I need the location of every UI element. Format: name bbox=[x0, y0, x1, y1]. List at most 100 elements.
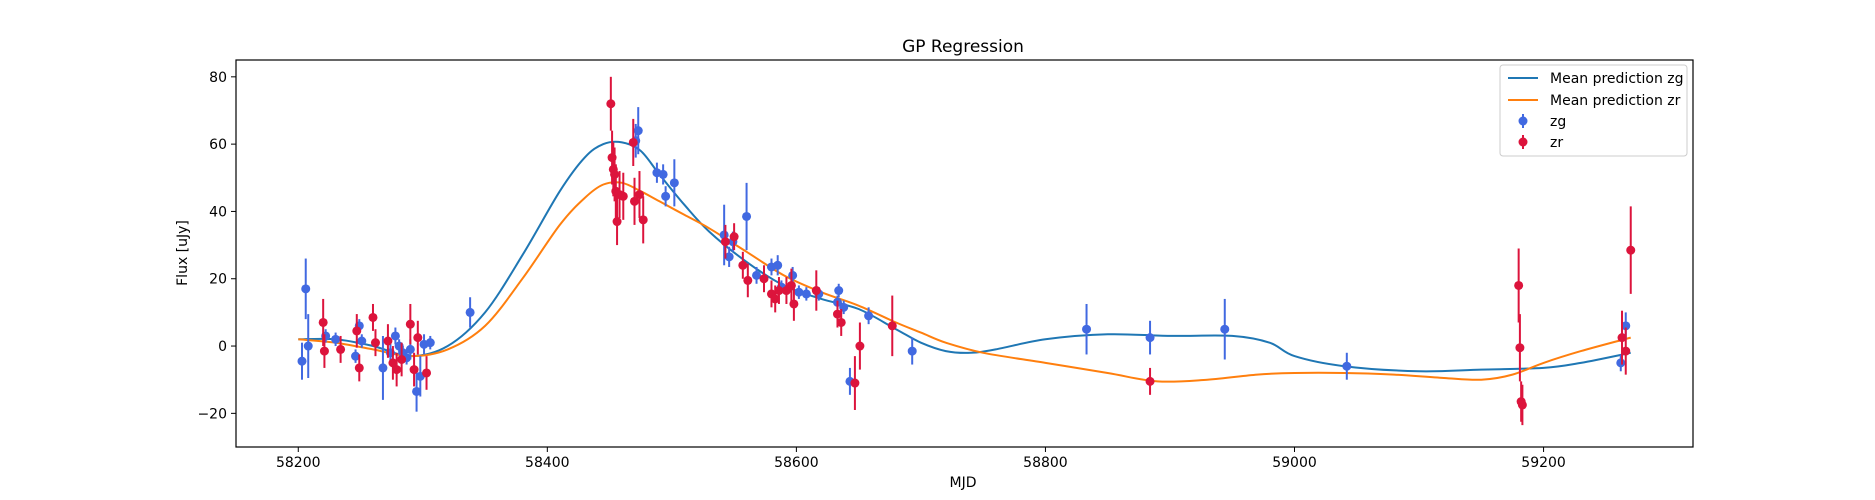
data-point-zr bbox=[409, 352, 419, 387]
marker bbox=[834, 286, 844, 296]
marker bbox=[352, 326, 362, 336]
data-point-zr bbox=[1514, 248, 1524, 323]
marker bbox=[752, 270, 762, 280]
data-point-zr bbox=[789, 287, 799, 321]
marker bbox=[388, 358, 398, 368]
marker bbox=[864, 311, 874, 321]
x-axis: 58200 58400 58600 58800 59000 59200 bbox=[276, 447, 1566, 471]
marker bbox=[658, 169, 668, 179]
marker bbox=[1617, 333, 1627, 343]
marker bbox=[1082, 324, 1092, 334]
data-point-zr bbox=[318, 298, 328, 347]
data-point-zg bbox=[794, 285, 804, 299]
data-point-zr bbox=[1145, 367, 1155, 395]
data-point-zr bbox=[638, 196, 648, 244]
marker bbox=[1145, 376, 1155, 386]
data-point-zg bbox=[661, 186, 671, 207]
marker bbox=[742, 211, 752, 221]
data-point-zg bbox=[303, 314, 313, 379]
y-axis-label: Flux [uJy] bbox=[175, 220, 191, 286]
marker bbox=[405, 344, 415, 354]
marker bbox=[465, 307, 475, 317]
data-point-zr bbox=[336, 335, 346, 363]
marker bbox=[770, 294, 780, 304]
marker bbox=[719, 230, 729, 240]
marker bbox=[390, 331, 400, 341]
marker bbox=[759, 274, 769, 284]
y-tick-label: 80 bbox=[209, 70, 227, 86]
legend-marker-swatch bbox=[1518, 116, 1528, 126]
marker bbox=[357, 336, 367, 346]
marker bbox=[811, 286, 821, 296]
marker bbox=[629, 196, 639, 206]
data-point-zr bbox=[612, 197, 622, 246]
data-point-zr bbox=[392, 352, 402, 387]
data-point-zr bbox=[720, 224, 730, 259]
mean-prediction-line-zr bbox=[298, 181, 1631, 383]
legend-label: zr bbox=[1550, 135, 1563, 151]
data-point-zr bbox=[370, 329, 380, 357]
legend-label: zg bbox=[1550, 114, 1566, 130]
marker bbox=[378, 363, 388, 373]
data-point-zg bbox=[297, 342, 307, 380]
marker bbox=[303, 341, 313, 351]
data-point-zr bbox=[1517, 384, 1527, 426]
marker bbox=[351, 351, 361, 361]
data-point-zg bbox=[724, 246, 734, 267]
y-tick-label: 40 bbox=[209, 204, 227, 220]
data-point-zg bbox=[390, 327, 400, 345]
marker bbox=[612, 217, 622, 227]
y-tick-label: 20 bbox=[209, 272, 227, 288]
marker bbox=[1342, 361, 1352, 371]
y-tick-label: −20 bbox=[197, 406, 227, 422]
data-point-zg bbox=[633, 107, 643, 155]
data-point-zg bbox=[719, 204, 729, 266]
marker bbox=[1515, 343, 1525, 353]
mean-prediction-line-zg bbox=[298, 140, 1631, 373]
data-point-zr bbox=[774, 277, 784, 304]
marker bbox=[801, 289, 811, 299]
data-point-zr bbox=[781, 277, 791, 304]
data-point-zr bbox=[628, 118, 638, 167]
marker bbox=[413, 333, 423, 343]
data-point-zg bbox=[357, 334, 367, 348]
marker bbox=[409, 365, 419, 375]
data-point-zr bbox=[352, 314, 362, 348]
data-point-zg bbox=[742, 182, 752, 251]
legend-entry: zr bbox=[1518, 135, 1563, 151]
marker bbox=[850, 378, 860, 388]
marker bbox=[1621, 321, 1631, 331]
data-point-zg bbox=[1616, 354, 1626, 372]
data-point-zg bbox=[1145, 320, 1155, 355]
data-point-zg bbox=[465, 297, 475, 328]
legend-entry: Mean prediction zg bbox=[1508, 71, 1684, 87]
data-point-zg bbox=[1082, 303, 1092, 355]
marker bbox=[628, 137, 638, 147]
data-point-zg bbox=[907, 337, 917, 365]
marker bbox=[370, 338, 380, 348]
data-point-zr bbox=[383, 324, 393, 358]
marker bbox=[729, 232, 739, 242]
marker bbox=[855, 341, 865, 351]
chart-title: GP Regression bbox=[902, 37, 1024, 57]
data-point-zr bbox=[413, 320, 423, 355]
y-axis: −20 0 20 40 60 80 bbox=[197, 70, 236, 422]
data-point-zr bbox=[319, 334, 329, 368]
data-point-zg bbox=[351, 349, 361, 363]
x-axis-label: MJD bbox=[950, 475, 977, 491]
legend-entry: zg bbox=[1518, 114, 1566, 130]
marker bbox=[412, 386, 422, 396]
marker bbox=[1145, 333, 1155, 343]
marker bbox=[634, 190, 644, 200]
data-point-zr bbox=[811, 270, 821, 311]
marker bbox=[743, 275, 753, 285]
marker bbox=[724, 252, 734, 262]
data-point-zr bbox=[354, 354, 364, 382]
data-point-zr bbox=[618, 172, 628, 220]
data-point-zr bbox=[1617, 310, 1627, 365]
marker bbox=[301, 284, 311, 294]
marker bbox=[1514, 280, 1524, 290]
marker bbox=[368, 312, 378, 322]
marker bbox=[638, 215, 648, 225]
